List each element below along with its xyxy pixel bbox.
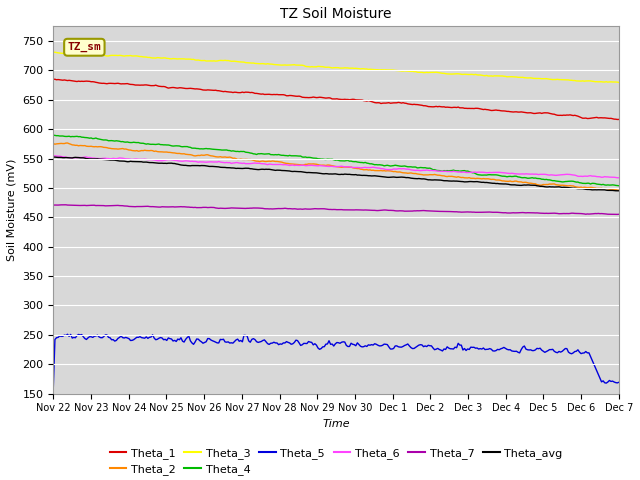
Theta_4 [297, 153, 305, 159]
Theta_avg [120, 158, 128, 164]
Theta_1 [298, 95, 306, 100]
Theta_6 [119, 156, 127, 161]
Theta_4 [218, 147, 226, 153]
Theta_6 [218, 159, 226, 165]
Theta_avg [298, 169, 306, 175]
Theta_6 [246, 161, 254, 167]
Theta_avg [239, 166, 246, 171]
Theta_avg [615, 188, 623, 193]
X-axis label: Time: Time [323, 419, 350, 429]
Text: TZ_sm: TZ_sm [67, 42, 101, 52]
Theta_1 [614, 117, 621, 122]
Theta_4 [615, 183, 623, 189]
Theta_2 [239, 156, 246, 162]
Theta_7 [220, 205, 227, 211]
Theta_4 [119, 139, 127, 144]
Theta_2 [120, 146, 128, 152]
Line: Theta_5: Theta_5 [53, 334, 619, 386]
Theta_1 [248, 90, 255, 96]
Theta_6 [49, 153, 57, 158]
Theta_5 [298, 342, 306, 348]
Theta_5 [615, 379, 623, 385]
Legend: Theta_1, Theta_2, Theta_3, Theta_4, Theta_5, Theta_6, Theta_7, Theta_avg: Theta_1, Theta_2, Theta_3, Theta_4, Thet… [105, 443, 567, 480]
Line: Theta_4: Theta_4 [53, 135, 619, 186]
Theta_7 [49, 202, 57, 208]
Theta_5 [585, 350, 593, 356]
Theta_6 [297, 162, 305, 168]
Theta_1 [49, 76, 57, 82]
Theta_7 [120, 203, 128, 209]
Theta_4 [246, 150, 254, 156]
Theta_avg [585, 187, 593, 192]
Theta_2 [248, 157, 255, 163]
Theta_2 [64, 140, 72, 146]
Theta_3 [218, 58, 226, 63]
Theta_1 [220, 89, 227, 95]
Theta_2 [49, 141, 57, 146]
Theta_4 [237, 148, 244, 154]
Line: Theta_6: Theta_6 [53, 156, 619, 178]
Theta_7 [615, 211, 623, 217]
Theta_4 [584, 180, 591, 186]
Line: Theta_1: Theta_1 [53, 79, 619, 120]
Theta_7 [585, 211, 593, 217]
Theta_1 [615, 117, 623, 122]
Theta_7 [248, 205, 255, 211]
Theta_1 [585, 116, 593, 121]
Theta_avg [51, 154, 59, 160]
Line: Theta_7: Theta_7 [53, 205, 619, 215]
Theta_5 [220, 336, 227, 342]
Theta_1 [120, 81, 128, 87]
Theta_1 [51, 76, 59, 82]
Theta_1 [239, 89, 246, 95]
Theta_2 [220, 154, 227, 160]
Line: Theta_3: Theta_3 [53, 52, 619, 83]
Theta_5 [120, 335, 128, 341]
Line: Theta_avg: Theta_avg [53, 157, 619, 191]
Theta_3 [297, 62, 305, 68]
Theta_6 [237, 160, 244, 166]
Theta_4 [49, 132, 57, 138]
Theta_avg [248, 166, 255, 172]
Theta_5 [248, 336, 255, 342]
Theta_7 [62, 202, 70, 208]
Theta_5 [239, 339, 246, 345]
Theta_2 [585, 185, 593, 191]
Theta_3 [237, 59, 244, 65]
Theta_5 [64, 331, 72, 337]
Theta_6 [615, 175, 623, 180]
Theta_2 [615, 187, 623, 193]
Theta_7 [239, 205, 246, 211]
Y-axis label: Soil Moisture (mV): Soil Moisture (mV) [7, 159, 17, 261]
Line: Theta_2: Theta_2 [53, 143, 619, 190]
Theta_3 [49, 49, 57, 55]
Theta_6 [614, 175, 621, 180]
Theta_avg [49, 154, 57, 160]
Theta_6 [584, 173, 591, 179]
Theta_3 [615, 80, 623, 85]
Theta_2 [298, 162, 306, 168]
Theta_3 [584, 78, 591, 84]
Theta_7 [298, 206, 306, 212]
Theta_3 [246, 60, 254, 66]
Theta_avg [220, 165, 227, 170]
Theta_5 [49, 384, 57, 389]
Theta_3 [119, 53, 127, 59]
Theta_7 [614, 212, 621, 217]
Title: TZ Soil Moisture: TZ Soil Moisture [280, 7, 392, 21]
